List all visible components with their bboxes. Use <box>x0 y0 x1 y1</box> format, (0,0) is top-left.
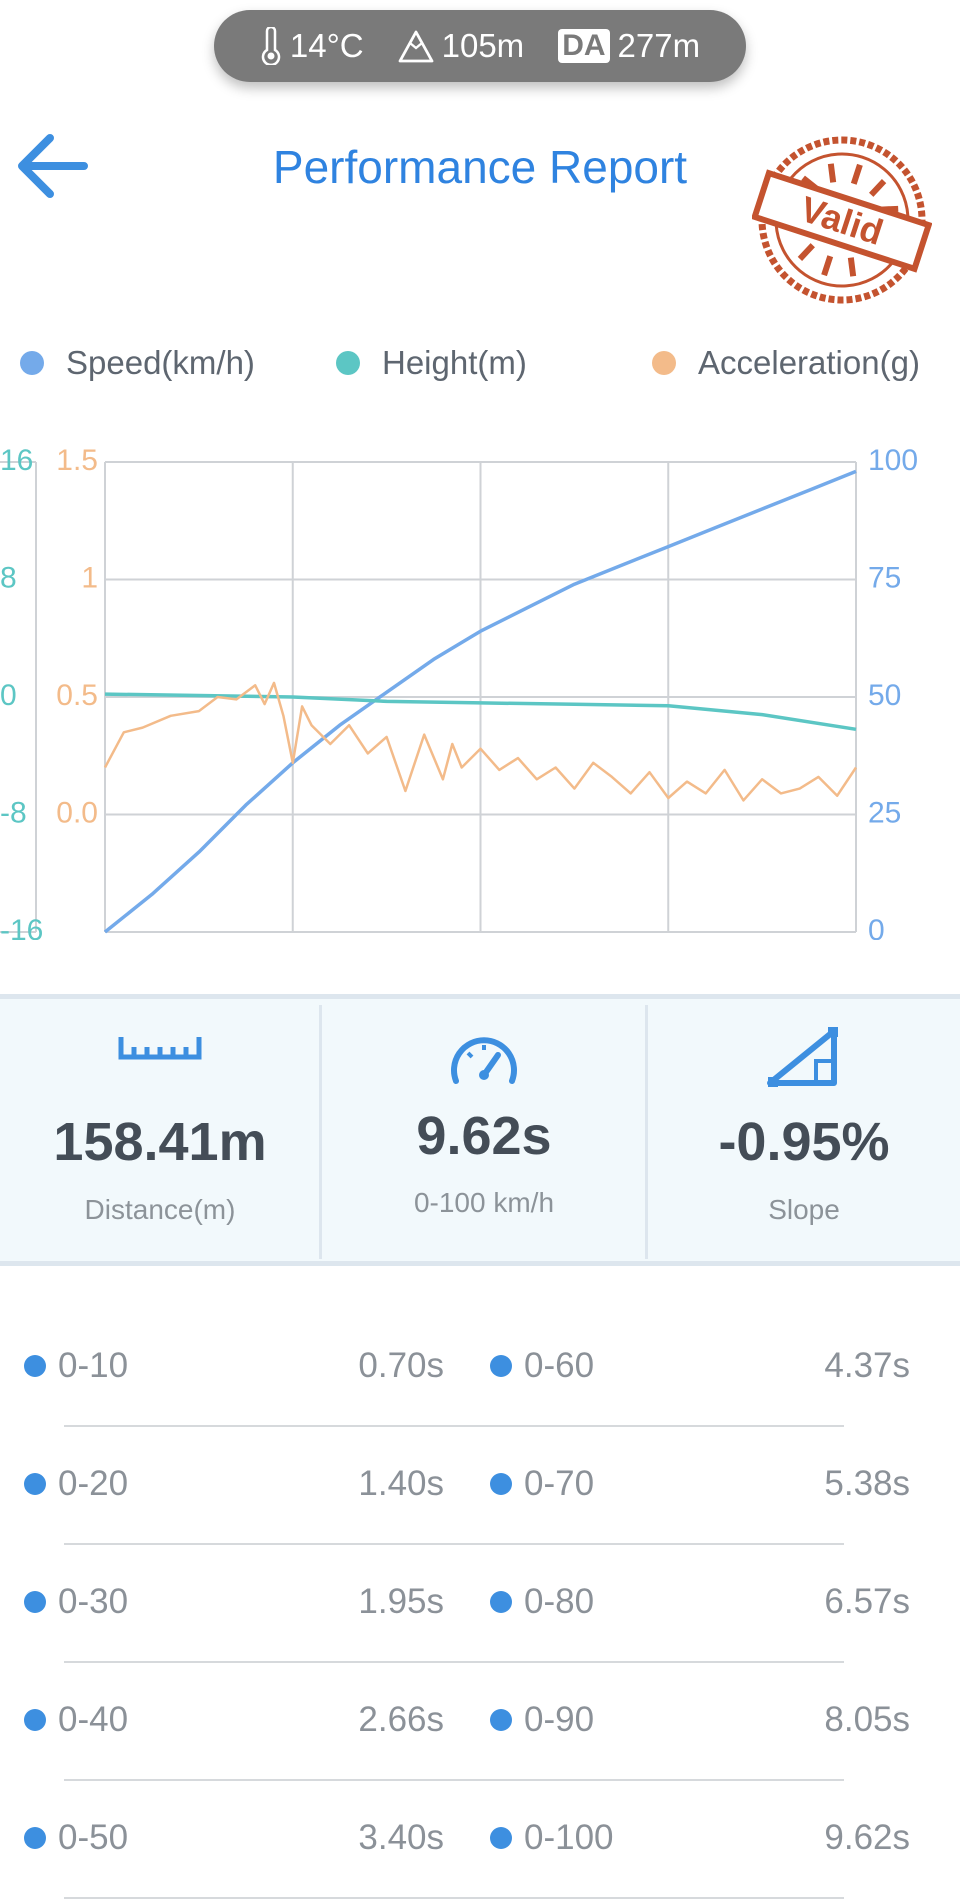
height-axis-tick-label: -8 <box>0 796 27 829</box>
stat-acceleration-time: 9.62s 0-100 km/h <box>322 999 646 1261</box>
height-axis-tick-label: 0 <box>0 679 17 712</box>
density-altitude-item: DA 277m <box>558 27 700 65</box>
back-arrow-icon[interactable] <box>14 128 90 204</box>
slope-label: Slope <box>768 1194 840 1225</box>
height-series-line <box>104 692 857 732</box>
speedometer-icon <box>451 1037 517 1084</box>
legend-height-dot <box>336 351 360 375</box>
split-dot <box>490 1355 512 1377</box>
acceleration-time-label: 0-100 km/h <box>413 1187 555 1218</box>
height-axis-tick-label: -16 <box>0 914 43 940</box>
ruler-icon <box>118 1037 202 1060</box>
legend-speed[interactable]: Speed(km/h) <box>20 344 255 382</box>
speed-axis-tick-label: 100 <box>868 444 918 477</box>
split-row: 0-20 1.40s 0-70 5.38s <box>0 1428 960 1546</box>
split-right-time: 5.38s <box>824 1464 910 1503</box>
split-right-label: 0-100 <box>524 1818 614 1857</box>
split-right-time: 4.37s <box>824 1346 910 1385</box>
divider <box>319 1005 322 1259</box>
density-altitude-badge: DA <box>558 29 610 63</box>
legend-speed-dot <box>20 351 44 375</box>
acceleration-axis-tick-label: 0.0 <box>56 796 98 829</box>
status-pill: 14°C 105m DA 277m <box>214 10 746 82</box>
acceleration-axis-tick-label: 0.5 <box>56 679 98 712</box>
acceleration-axis-tick-label: 1.5 <box>56 444 98 477</box>
split-right-label: 0-80 <box>524 1582 595 1621</box>
split-dot <box>490 1473 512 1495</box>
split-left-time: 0.70s <box>358 1346 444 1385</box>
mountain-icon <box>398 30 434 63</box>
split-left-label: 0-40 <box>58 1700 129 1739</box>
density-altitude-value: 277m <box>617 27 701 64</box>
speed-axis-tick-label: 50 <box>868 679 901 712</box>
split-row: 0-40 2.66s 0-90 8.05s <box>0 1664 960 1782</box>
height-axis-tick-label: 16 <box>0 444 33 477</box>
distance-label: Distance(m) <box>84 1194 236 1225</box>
thermometer-icon <box>261 27 281 65</box>
chart-legend: Speed(km/h) Height(m) Acceleration(g) <box>0 344 960 388</box>
legend-acceleration-dot <box>652 351 676 375</box>
split-dot <box>24 1591 46 1613</box>
acceleration-time-value: 9.62s <box>416 1106 552 1166</box>
chart-axis-labels: 16 8 0 -8 -16 1.5 1 0.5 0.0 100 75 50 25 0 <box>0 444 918 940</box>
stats-panel: 158.41m Distance(m) 9.62s 0-100 km/h -0.… <box>0 994 960 1266</box>
speed-axis-tick-label: 25 <box>868 796 901 829</box>
split-dot <box>490 1709 512 1731</box>
height-axis-tick-label: 8 <box>0 561 17 594</box>
split-left-label: 0-10 <box>58 1346 129 1385</box>
chart-grid <box>0 461 857 933</box>
split-right-label: 0-90 <box>524 1700 595 1739</box>
speed-axis-tick-label: 75 <box>868 561 901 594</box>
split-left-label: 0-20 <box>58 1464 129 1503</box>
row-divider <box>64 1425 844 1427</box>
row-divider <box>64 1779 844 1781</box>
legend-height-label: Height(m) <box>382 344 527 381</box>
split-row: 0-30 1.95s 0-80 6.57s <box>0 1546 960 1664</box>
split-dot <box>24 1827 46 1849</box>
altitude-item: 105m <box>398 27 525 65</box>
speed-axis-tick-label: 0 <box>868 914 885 940</box>
split-left-time: 3.40s <box>358 1818 444 1857</box>
split-left-time: 1.95s <box>358 1582 444 1621</box>
split-right-time: 9.62s <box>824 1818 910 1857</box>
altitude-value: 105m <box>441 27 525 64</box>
split-dot <box>490 1591 512 1613</box>
split-right-label: 0-60 <box>524 1346 595 1385</box>
legend-speed-label: Speed(km/h) <box>66 344 255 381</box>
split-right-label: 0-70 <box>524 1464 595 1503</box>
split-dot <box>24 1709 46 1731</box>
stat-distance: 158.41m Distance(m) <box>0 999 320 1261</box>
split-dot <box>24 1473 46 1495</box>
slope-icon <box>767 1027 838 1087</box>
acceleration-axis-tick-label: 1 <box>81 561 98 594</box>
distance-value: 158.41m <box>53 1112 267 1172</box>
split-left-label: 0-50 <box>58 1818 129 1857</box>
chart-series <box>103 469 858 934</box>
split-row: 0-50 3.40s 0-100 9.62s <box>0 1782 960 1900</box>
slope-value: -0.95% <box>718 1112 890 1172</box>
split-left-time: 2.66s <box>358 1700 444 1739</box>
split-dot <box>490 1827 512 1849</box>
split-dot <box>24 1355 46 1377</box>
legend-acceleration[interactable]: Acceleration(g) <box>652 344 920 382</box>
row-divider <box>64 1543 844 1545</box>
split-right-time: 6.57s <box>824 1582 910 1621</box>
speed-series-line <box>103 469 857 934</box>
divider <box>645 1005 648 1259</box>
stat-slope: -0.95% Slope <box>648 999 960 1261</box>
temperature-item: 14°C <box>260 27 364 65</box>
split-right-time: 8.05s <box>824 1700 910 1739</box>
temperature-value: 14°C <box>289 27 364 64</box>
valid-stamp: Valid <box>752 136 932 304</box>
split-left-time: 1.40s <box>358 1464 444 1503</box>
page-title: Performance Report <box>272 141 688 193</box>
legend-acceleration-label: Acceleration(g) <box>698 344 920 381</box>
split-row: 0-10 0.70s 0-60 4.37s <box>0 1310 960 1428</box>
split-left-label: 0-30 <box>58 1582 129 1621</box>
row-divider <box>64 1897 844 1899</box>
acceleration-series-line <box>103 681 858 802</box>
row-divider <box>64 1661 844 1663</box>
legend-height[interactable]: Height(m) <box>336 344 527 382</box>
performance-chart[interactable]: 16 8 0 -8 -16 1.5 1 0.5 0.0 100 75 50 25 0 <box>0 420 960 940</box>
